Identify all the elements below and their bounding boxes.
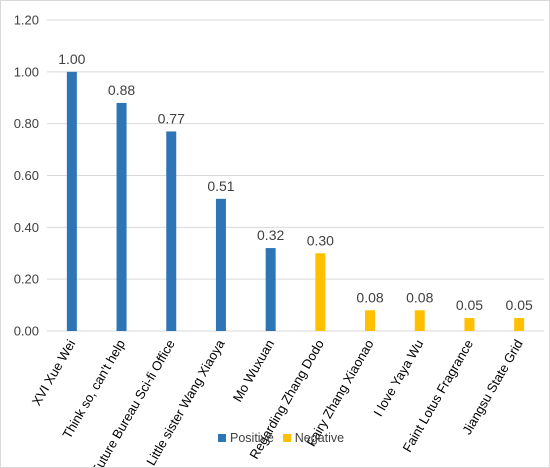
legend-swatch-positive — [218, 434, 226, 442]
bar-positive — [215, 198, 226, 331]
y-tick-label: 0.80 — [14, 116, 39, 131]
data-label: 0.08 — [406, 289, 433, 305]
bar-positive — [166, 131, 177, 331]
data-label: 0.51 — [207, 178, 234, 194]
legend-item-negative: Negative — [282, 431, 345, 445]
data-label: 0.05 — [506, 297, 533, 313]
gridlines — [47, 19, 544, 332]
data-label: 0.05 — [456, 297, 483, 313]
x-tick-label: I love Yaya Wu — [370, 337, 426, 419]
data-label: 0.88 — [108, 82, 135, 98]
bars — [66, 71, 525, 331]
bar-negative — [514, 318, 525, 331]
bar-negative — [365, 310, 376, 331]
y-tick-label: 1.20 — [14, 13, 39, 28]
data-label: 0.08 — [356, 289, 383, 305]
x-tick-label: XVI Xue Wei — [29, 337, 79, 408]
y-axis-tick-labels: 0.00 0.20 0.40 0.60 0.80 1.00 1.20 — [14, 13, 39, 339]
data-label: 1.00 — [58, 51, 85, 67]
bar-negative — [464, 318, 475, 331]
legend-label-negative: Negative — [294, 431, 345, 445]
y-tick-label: 1.00 — [14, 64, 39, 79]
data-labels: 1.00 0.88 0.77 0.51 0.32 0.30 0.08 0.08 0.05 0.05 — [58, 51, 533, 313]
legend: Positive Negative — [218, 431, 353, 445]
legend-item-positive: Positive — [218, 431, 274, 445]
y-tick-label: 0.20 — [14, 272, 39, 287]
y-tick-label: 0.60 — [14, 168, 39, 183]
bar-negative — [315, 253, 326, 331]
x-tick-label: Mo Wuxuan — [230, 337, 278, 404]
legend-label-positive: Positive — [230, 431, 274, 445]
bar-positive — [66, 71, 77, 331]
bar-positive — [116, 102, 127, 331]
y-tick-label: 0.40 — [14, 220, 39, 235]
y-tick-label: 0.00 — [14, 324, 39, 339]
legend-swatch-negative — [282, 434, 291, 442]
bar-negative — [414, 310, 425, 331]
data-label: 0.77 — [158, 110, 185, 126]
data-label: 0.32 — [257, 227, 284, 243]
bar-positive — [265, 248, 276, 331]
data-label: 0.30 — [307, 232, 334, 248]
